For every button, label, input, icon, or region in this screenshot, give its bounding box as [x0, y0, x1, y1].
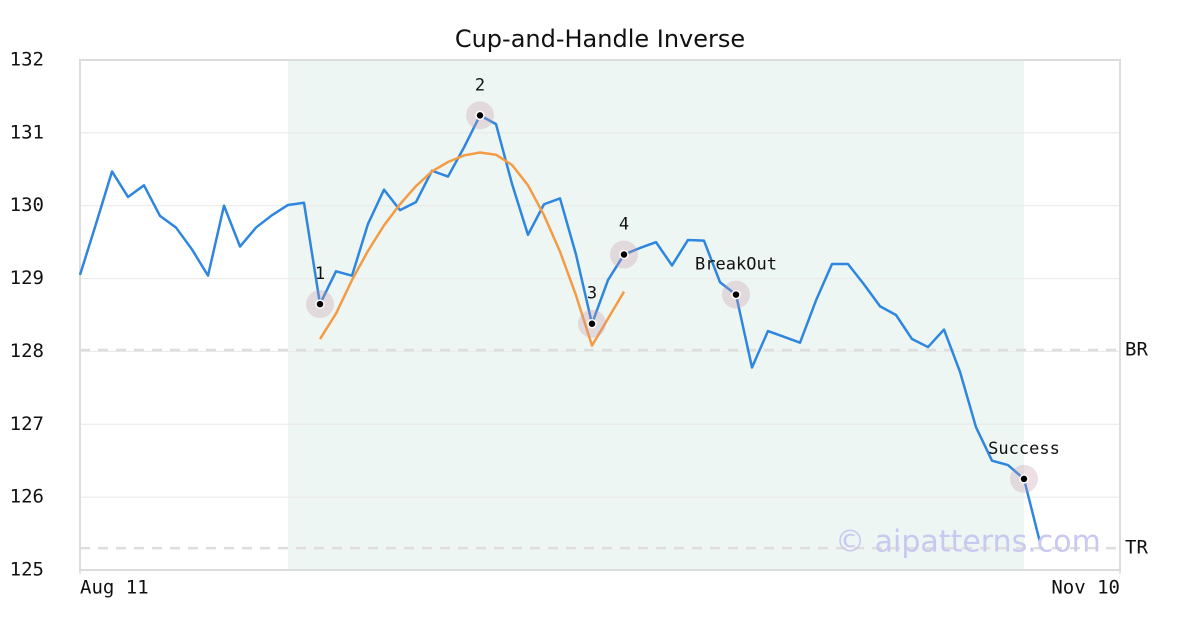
y-tick-label: 125	[10, 559, 44, 581]
point	[475, 110, 485, 121]
y-tick-label: 128	[10, 340, 44, 362]
point-label: 3	[587, 284, 597, 304]
point	[619, 249, 629, 260]
x-tick-label: Nov 10	[1051, 577, 1120, 599]
point-label: 2	[475, 75, 485, 95]
level-label: BR	[1125, 338, 1148, 360]
point	[587, 318, 597, 329]
y-tick-label: 127	[10, 413, 44, 435]
y-tick-label: 130	[10, 194, 44, 216]
watermark: © aipatterns.com	[835, 525, 1101, 560]
point-label: 4	[619, 215, 629, 235]
point-label: 1	[315, 264, 325, 284]
highlight-band	[288, 60, 1024, 570]
point-label: BreakOut	[695, 255, 777, 275]
y-tick-label: 132	[10, 49, 44, 71]
y-tick-label: 126	[10, 486, 44, 508]
point	[731, 289, 741, 300]
x-tick-label: Aug 11	[80, 577, 149, 599]
point	[315, 299, 325, 309]
point-label: Success	[988, 439, 1060, 459]
y-tick-label: 131	[10, 121, 44, 143]
plot-frame	[79, 59, 1121, 571]
chart-title: Cup-and-Handle Inverse	[455, 25, 745, 53]
series-line	[78, 114, 1042, 543]
point	[1019, 474, 1029, 484]
y-tick-label: 129	[10, 267, 44, 289]
level-label: TR	[1125, 537, 1148, 559]
series-line	[318, 151, 626, 347]
